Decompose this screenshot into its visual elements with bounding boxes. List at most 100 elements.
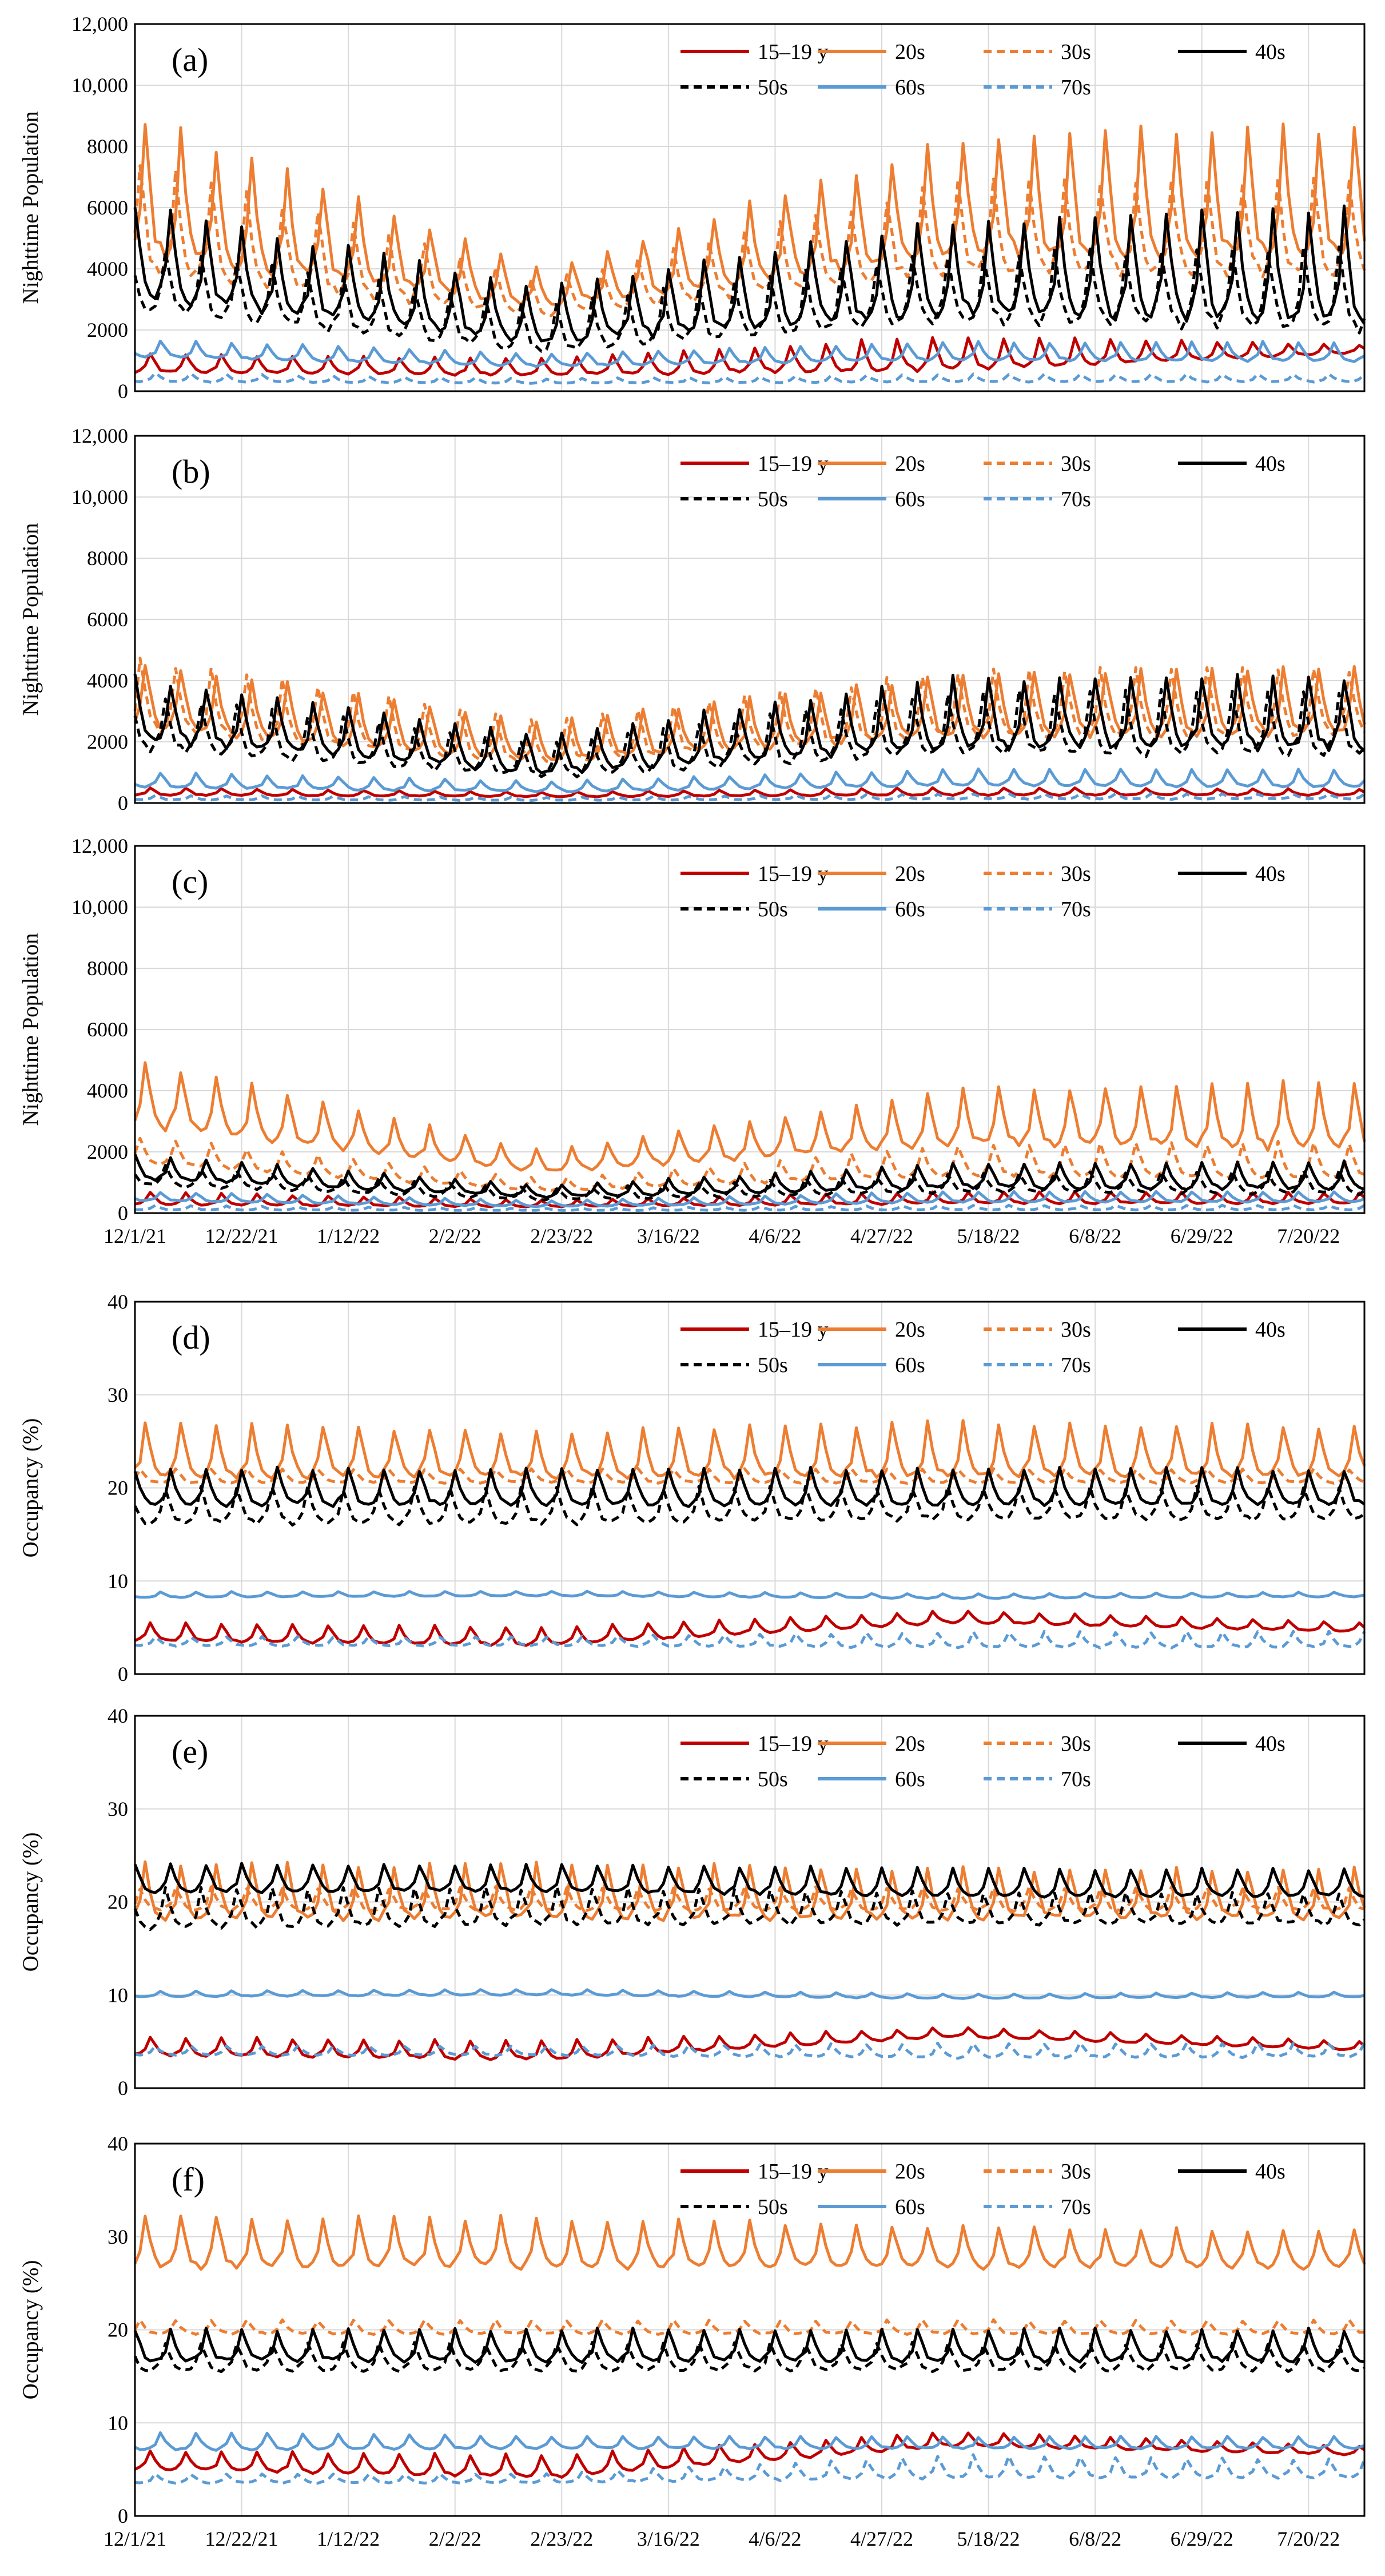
x-tick-label: 5/18/22 [957,2527,1020,2550]
y-tick-label: 4000 [87,257,128,280]
y-tick-label: 10,000 [71,486,128,508]
x-tick-label: 1/12/22 [317,1225,380,1247]
legend-label: 20s [895,1732,925,1756]
series-line-30s [133,1885,1365,1913]
series-line-60s [134,339,1366,368]
y-axis-label: Nighttime Population [18,112,43,304]
legend-label: 70s [1061,897,1091,921]
y-tick-label: 30 [108,2225,128,2248]
legend-label: 60s [895,1353,925,1377]
x-tick-label: 12/22/21 [205,1225,278,1247]
legend-label: 40s [1255,1732,1285,1756]
panel-e: 0 10 20 30 40 (e) Occupancy (%) 15–19 y 20s 30s 40… [18,1704,1366,2100]
legend-label: 40s [1255,452,1285,476]
x-tick-label: 2/2/22 [429,2527,481,2550]
series-line-70s [134,371,1366,385]
panel-d: 0 10 20 30 40 (d) Occupancy (%) 15–19 y 20s 30s 40… [18,1290,1366,1685]
y-tick-label: 0 [118,792,128,814]
legend-label: 30s [1061,1732,1091,1756]
y-tick-label: 6000 [87,608,128,631]
y-tick-label: 2000 [87,1140,128,1163]
y-tick-label: 40 [108,2132,128,2155]
legend-label: 30s [1061,862,1091,886]
x-tick-label: 4/27/22 [850,2527,913,2550]
y-tick-label: 10,000 [71,74,128,97]
y-tick-label: 30 [108,1384,128,1406]
plot-frame [134,1715,1366,2089]
y-tick-label: 10,000 [71,896,128,919]
legend-label: 60s [895,2195,925,2219]
x-tick-label: 7/20/22 [1277,2527,1340,2550]
series-line-50s [133,688,1366,778]
legend-label: 30s [1061,2160,1091,2184]
legend-label: 60s [895,897,925,921]
legend-label: 15–19 y [758,2160,829,2184]
y-tick-label: 12,000 [71,13,128,35]
y-tick-label: 2000 [87,319,128,341]
legend-label: 70s [1061,1353,1091,1377]
series-line-15-19-y [134,1609,1366,1647]
x-tick-label: 3/16/22 [637,2527,700,2550]
y-tick-label: 0 [118,2077,128,2100]
legend-label: 60s [895,487,925,511]
y-tick-label: 40 [108,1704,128,1727]
y-tick-label: 10 [108,2411,128,2434]
series-line-20s [133,2213,1366,2271]
x-tick-label: 6/29/22 [1171,2527,1233,2550]
x-tick-label: 1/12/22 [317,2527,380,2550]
series-line-50s [133,2340,1366,2374]
series-line-40s [133,2326,1365,2364]
series-line-30s [133,2318,1364,2336]
panel-label: (d) [172,1319,210,1356]
series-line-70s [135,1203,1366,1212]
series-line-50s [133,245,1366,353]
x-tick-label: 7/20/22 [1277,1225,1340,1247]
legend-label: 15–19 y [758,1732,829,1756]
legend-label: 20s [895,1318,925,1342]
x-tick-label: 5/18/22 [957,1225,1020,1247]
y-axis-label: Nighttime Population [18,933,43,1126]
legend-label: 20s [895,40,925,64]
series-line-40s [133,1862,1365,1899]
legend-label: 30s [1061,1318,1091,1342]
x-tick-label: 4/6/22 [749,1225,801,1247]
legend-label: 40s [1255,2160,1285,2184]
y-axis-label: Occupancy (%) [18,1832,43,1972]
x-tick-label: 12/1/21 [104,2527,166,2550]
y-tick-label: 0 [118,1202,128,1225]
x-tick-label: 6/29/22 [1171,1225,1233,1247]
series-line-20s [133,1860,1366,1922]
y-tick-label: 4000 [87,669,128,692]
plot-frame [134,1301,1366,1675]
legend-label: 70s [1061,487,1091,511]
y-tick-label: 8000 [87,957,128,980]
legend-label: 70s [1061,75,1091,100]
series-line-60s [134,1988,1365,2000]
series-line-70s [134,2453,1366,2485]
panel-b: 0 2000 4000 6000 8000 10,000 12,000 (b) Nighttim… [18,424,1366,814]
series-line-15-19-y [134,2431,1366,2479]
legend-label: 40s [1255,40,1285,64]
y-tick-label: 4000 [87,1079,128,1102]
series-line-70s [134,792,1366,802]
series-line-70s [134,2041,1366,2060]
series-line-20s [134,1419,1366,1480]
panel-label: (a) [172,41,208,78]
legend-label: 15–19 y [758,862,829,886]
x-tick-label: 3/16/22 [637,1225,700,1247]
y-tick-label: 8000 [87,547,128,570]
legend-label: 40s [1255,1318,1285,1342]
x-tick-label: 12/22/21 [205,2527,278,2550]
legend-label: 20s [895,452,925,476]
panel-a: 0 2000 4000 6000 8000 10,000 12,000 (a) Nighttim… [18,13,1366,403]
y-axis-label: Occupancy (%) [18,2260,43,2400]
plot-frame [134,2142,1366,2517]
y-tick-label: 20 [108,1891,128,1914]
legend-label: 20s [895,862,925,886]
x-tick-label: 6/8/22 [1069,2527,1121,2550]
series-line-60s [134,1589,1365,1600]
y-tick-label: 12,000 [71,424,128,447]
y-tick-label: 6000 [87,196,128,219]
legend-label: 20s [895,2160,925,2184]
